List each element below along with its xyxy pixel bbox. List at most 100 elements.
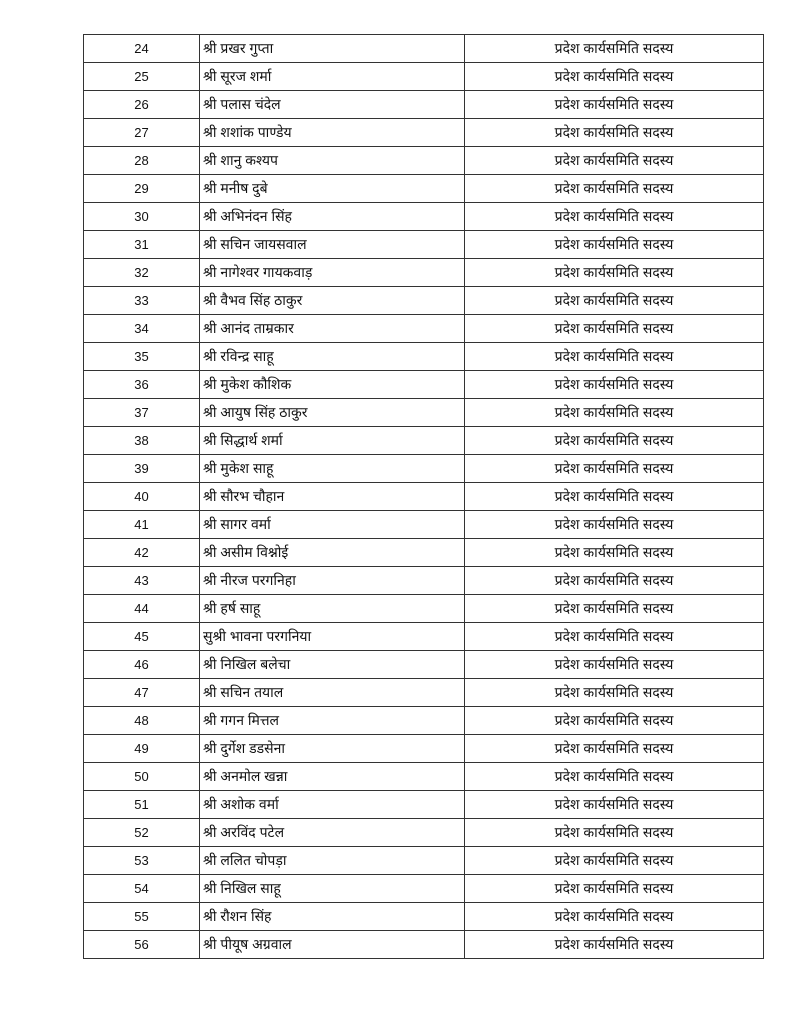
member-name-cell: श्री मनीष दुबे — [199, 174, 465, 203]
designation-cell: प्रदेश कार्यसमिति सदस्य — [464, 650, 764, 679]
serial-number-cell: 33 — [83, 286, 200, 315]
table-row: 39 श्री मुकेश साहू प्रदेश कार्यसमिति सदस्य — [83, 454, 764, 483]
serial-number-cell: 44 — [83, 594, 200, 623]
designation-cell: प्रदेश कार्यसमिति सदस्य — [464, 594, 764, 623]
table-row: 36 श्री मुकेश कौशिक प्रदेश कार्यसमिति सदस्… — [83, 370, 764, 399]
members-table: 24 श्री प्रखर गुप्ता प्रदेश कार्यसमिति सदस… — [83, 34, 764, 959]
table-row: 52 श्री अरविंद पटेल प्रदेश कार्यसमिति सदस्… — [83, 818, 764, 847]
table-row: 27 श्री शशांक पाण्डेय प्रदेश कार्यसमिति सद… — [83, 118, 764, 147]
table-row: 50 श्री अनमोल खन्ना प्रदेश कार्यसमिति सदस्… — [83, 762, 764, 791]
member-name-cell: श्री रविन्द्र साहू — [199, 342, 465, 371]
member-name-cell: श्री अशोक वर्मा — [199, 790, 465, 819]
table-row: 42 श्री असीम विश्नोई प्रदेश कार्यसमिति सदस… — [83, 538, 764, 567]
serial-number-cell: 54 — [83, 874, 200, 903]
member-name-cell: श्री रौशन सिंह — [199, 902, 465, 931]
designation-cell: प्रदेश कार्यसमिति सदस्य — [464, 90, 764, 119]
table-row: 34 श्री आनंद ताम्रकार प्रदेश कार्यसमिति सद… — [83, 314, 764, 343]
serial-number-cell: 28 — [83, 146, 200, 175]
member-name-cell: श्री सिद्धार्थ शर्मा — [199, 426, 465, 455]
table-row: 37 श्री आयुष सिंह ठाकुर प्रदेश कार्यसमिति … — [83, 398, 764, 427]
table-row: 31 श्री सचिन जायसवाल प्रदेश कार्यसमिति सदस… — [83, 230, 764, 259]
member-name-cell: श्री सचिन तयाल — [199, 678, 465, 707]
serial-number-cell: 48 — [83, 706, 200, 735]
table-row: 45 सुश्री भावना परगनिया प्रदेश कार्यसमिति … — [83, 622, 764, 651]
serial-number-cell: 39 — [83, 454, 200, 483]
table-row: 38 श्री सिद्धार्थ शर्मा प्रदेश कार्यसमिति … — [83, 426, 764, 455]
serial-number-cell: 46 — [83, 650, 200, 679]
members-table-body: 24 श्री प्रखर गुप्ता प्रदेश कार्यसमिति सदस… — [83, 34, 764, 959]
table-row: 55 श्री रौशन सिंह प्रदेश कार्यसमिति सदस्य — [83, 902, 764, 931]
member-name-cell: श्री अभिनंदन सिंह — [199, 202, 465, 231]
serial-number-cell: 40 — [83, 482, 200, 511]
member-name-cell: श्री हर्ष साहू — [199, 594, 465, 623]
table-row: 48 श्री गगन मित्तल प्रदेश कार्यसमिति सदस्य — [83, 706, 764, 735]
member-name-cell: श्री आनंद ताम्रकार — [199, 314, 465, 343]
table-row: 56 श्री पीयूष अग्रवाल प्रदेश कार्यसमिति सद… — [83, 930, 764, 959]
table-row: 51 श्री अशोक वर्मा प्रदेश कार्यसमिति सदस्य — [83, 790, 764, 819]
table-row: 53 श्री ललित चोपड़ा प्रदेश कार्यसमिति सदस्… — [83, 846, 764, 875]
table-row: 47 श्री सचिन तयाल प्रदेश कार्यसमिति सदस्य — [83, 678, 764, 707]
serial-number-cell: 29 — [83, 174, 200, 203]
member-name-cell: श्री आयुष सिंह ठाकुर — [199, 398, 465, 427]
serial-number-cell: 51 — [83, 790, 200, 819]
table-row: 30 श्री अभिनंदन सिंह प्रदेश कार्यसमिति सदस… — [83, 202, 764, 231]
member-name-cell: श्री ललित चोपड़ा — [199, 846, 465, 875]
member-name-cell: श्री निखिल बलेचा — [199, 650, 465, 679]
designation-cell: प्रदेश कार्यसमिति सदस्य — [464, 146, 764, 175]
serial-number-cell: 38 — [83, 426, 200, 455]
serial-number-cell: 31 — [83, 230, 200, 259]
table-row: 46 श्री निखिल बलेचा प्रदेश कार्यसमिति सदस्… — [83, 650, 764, 679]
serial-number-cell: 42 — [83, 538, 200, 567]
serial-number-cell: 47 — [83, 678, 200, 707]
serial-number-cell: 49 — [83, 734, 200, 763]
serial-number-cell: 43 — [83, 566, 200, 595]
designation-cell: प्रदेश कार्यसमिति सदस्य — [464, 34, 764, 63]
member-name-cell: श्री प्रखर गुप्ता — [199, 34, 465, 63]
serial-number-cell: 53 — [83, 846, 200, 875]
serial-number-cell: 32 — [83, 258, 200, 287]
table-row: 43 श्री नीरज परगनिहा प्रदेश कार्यसमिति सदस… — [83, 566, 764, 595]
member-name-cell: श्री निखिल साहू — [199, 874, 465, 903]
member-name-cell: श्री शशांक पाण्डेय — [199, 118, 465, 147]
table-row: 49 श्री दुर्गेश डडसेना प्रदेश कार्यसमिति स… — [83, 734, 764, 763]
table-row: 54 श्री निखिल साहू प्रदेश कार्यसमिति सदस्य — [83, 874, 764, 903]
member-name-cell: श्री मुकेश कौशिक — [199, 370, 465, 399]
designation-cell: प्रदेश कार्यसमिति सदस्य — [464, 678, 764, 707]
designation-cell: प्रदेश कार्यसमिति सदस्य — [464, 706, 764, 735]
designation-cell: प्रदेश कार्यसमिति सदस्य — [464, 370, 764, 399]
member-name-cell: श्री दुर्गेश डडसेना — [199, 734, 465, 763]
serial-number-cell: 25 — [83, 62, 200, 91]
table-row: 25 श्री सूरज शर्मा प्रदेश कार्यसमिति सदस्य — [83, 62, 764, 91]
table-row: 29 श्री मनीष दुबे प्रदेश कार्यसमिति सदस्य — [83, 174, 764, 203]
serial-number-cell: 24 — [83, 34, 200, 63]
designation-cell: प्रदेश कार्यसमिति सदस्य — [464, 930, 764, 959]
table-row: 32 श्री नागेश्वर गायकवाड़ प्रदेश कार्यसमित… — [83, 258, 764, 287]
designation-cell: प्रदेश कार्यसमिति सदस्य — [464, 874, 764, 903]
member-name-cell: श्री सौरभ चौहान — [199, 482, 465, 511]
serial-number-cell: 35 — [83, 342, 200, 371]
member-name-cell: श्री वैभव सिंह ठाकुर — [199, 286, 465, 315]
serial-number-cell: 30 — [83, 202, 200, 231]
serial-number-cell: 41 — [83, 510, 200, 539]
member-name-cell: श्री मुकेश साहू — [199, 454, 465, 483]
table-row: 24 श्री प्रखर गुप्ता प्रदेश कार्यसमिति सदस… — [83, 34, 764, 63]
designation-cell: प्रदेश कार्यसमिति सदस्य — [464, 426, 764, 455]
designation-cell: प्रदेश कार्यसमिति सदस्य — [464, 118, 764, 147]
designation-cell: प्रदेश कार्यसमिति सदस्य — [464, 510, 764, 539]
designation-cell: प्रदेश कार्यसमिति सदस्य — [464, 342, 764, 371]
table-row: 33 श्री वैभव सिंह ठाकुर प्रदेश कार्यसमिति … — [83, 286, 764, 315]
serial-number-cell: 37 — [83, 398, 200, 427]
designation-cell: प्रदेश कार्यसमिति सदस्य — [464, 314, 764, 343]
designation-cell: प्रदेश कार्यसमिति सदस्य — [464, 258, 764, 287]
designation-cell: प्रदेश कार्यसमिति सदस्य — [464, 566, 764, 595]
designation-cell: प्रदेश कार्यसमिति सदस्य — [464, 454, 764, 483]
designation-cell: प्रदेश कार्यसमिति सदस्य — [464, 202, 764, 231]
table-row: 41 श्री सागर वर्मा प्रदेश कार्यसमिति सदस्य — [83, 510, 764, 539]
serial-number-cell: 36 — [83, 370, 200, 399]
member-name-cell: श्री पीयूष अग्रवाल — [199, 930, 465, 959]
table-row: 40 श्री सौरभ चौहान प्रदेश कार्यसमिति सदस्य — [83, 482, 764, 511]
designation-cell: प्रदेश कार्यसमिति सदस्य — [464, 790, 764, 819]
designation-cell: प्रदेश कार्यसमिति सदस्य — [464, 902, 764, 931]
designation-cell: प्रदेश कार्यसमिति सदस्य — [464, 818, 764, 847]
serial-number-cell: 55 — [83, 902, 200, 931]
